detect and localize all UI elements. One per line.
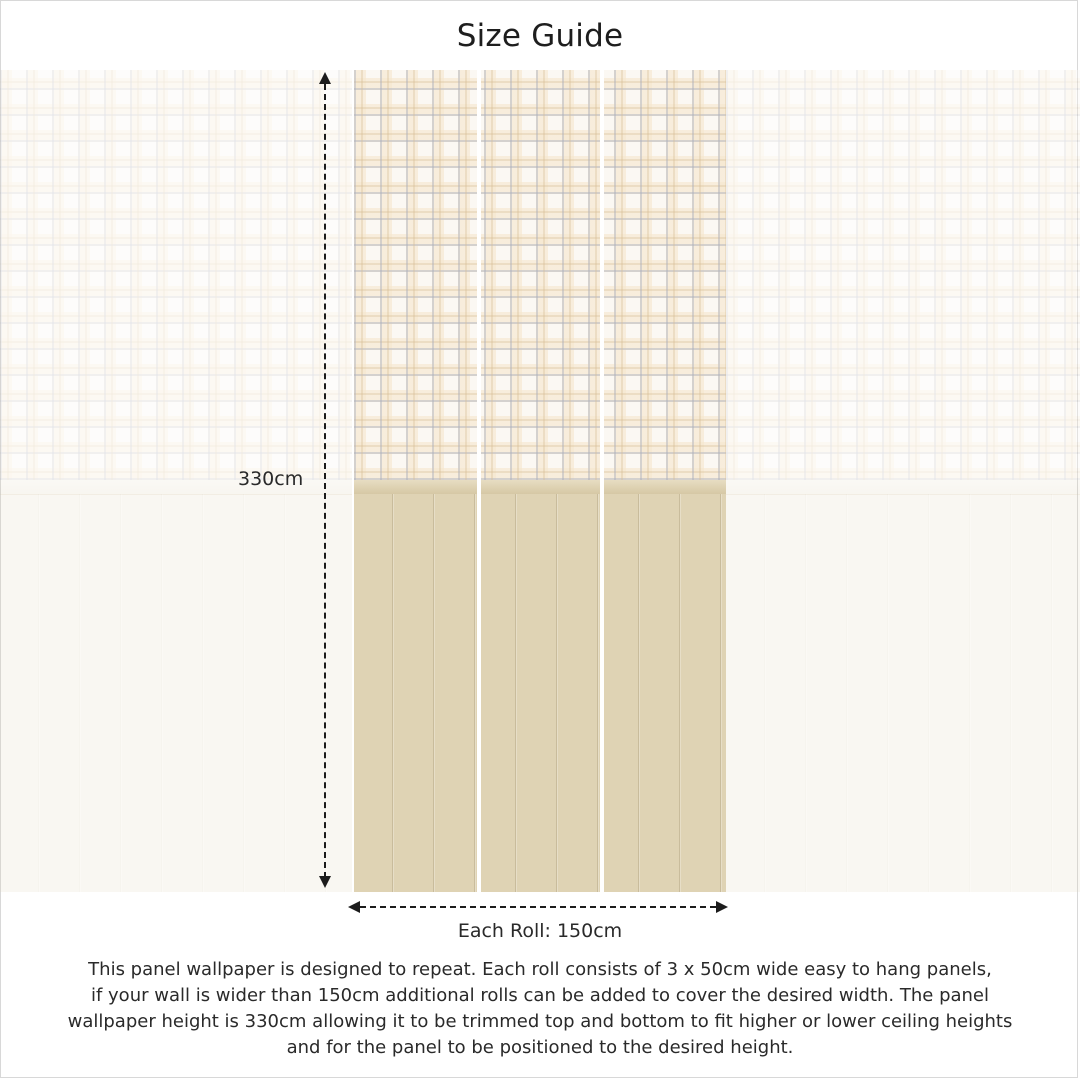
wallpaper-illustration	[0, 70, 1080, 892]
description: This panel wallpaper is designed to repe…	[20, 957, 1060, 1061]
arrow-up-icon	[319, 72, 331, 84]
faded-wainscot-left	[0, 494, 352, 892]
page-title: Size Guide	[456, 18, 624, 54]
faded-plaid-right	[726, 70, 1080, 480]
description-line: This panel wallpaper is designed to repe…	[88, 959, 992, 980]
roll-dado-rail	[354, 480, 726, 495]
faded-rail-left	[0, 480, 352, 495]
arrow-right-icon	[716, 901, 728, 913]
panel-divider-1	[477, 70, 481, 892]
width-dimension-line	[360, 906, 716, 908]
height-dimension-line	[324, 84, 326, 878]
description-line: if your wall is wider than 150cm additio…	[90, 985, 990, 1006]
arrow-down-icon	[319, 876, 331, 888]
faded-wainscot-right	[726, 494, 1080, 892]
panel-divider-2	[600, 70, 604, 892]
description-line: and for the panel to be positioned to th…	[286, 1037, 794, 1058]
faded-rail-right	[726, 480, 1080, 495]
height-label: 330cm	[238, 468, 304, 490]
faded-plaid-left	[0, 70, 352, 480]
roll-wainscot	[354, 494, 726, 892]
width-label: Each Roll: 150cm	[457, 920, 623, 942]
roll-plaid	[354, 70, 726, 480]
arrow-left-icon	[348, 901, 360, 913]
description-line: wallpaper height is 330cm allowing it to…	[67, 1011, 1013, 1032]
